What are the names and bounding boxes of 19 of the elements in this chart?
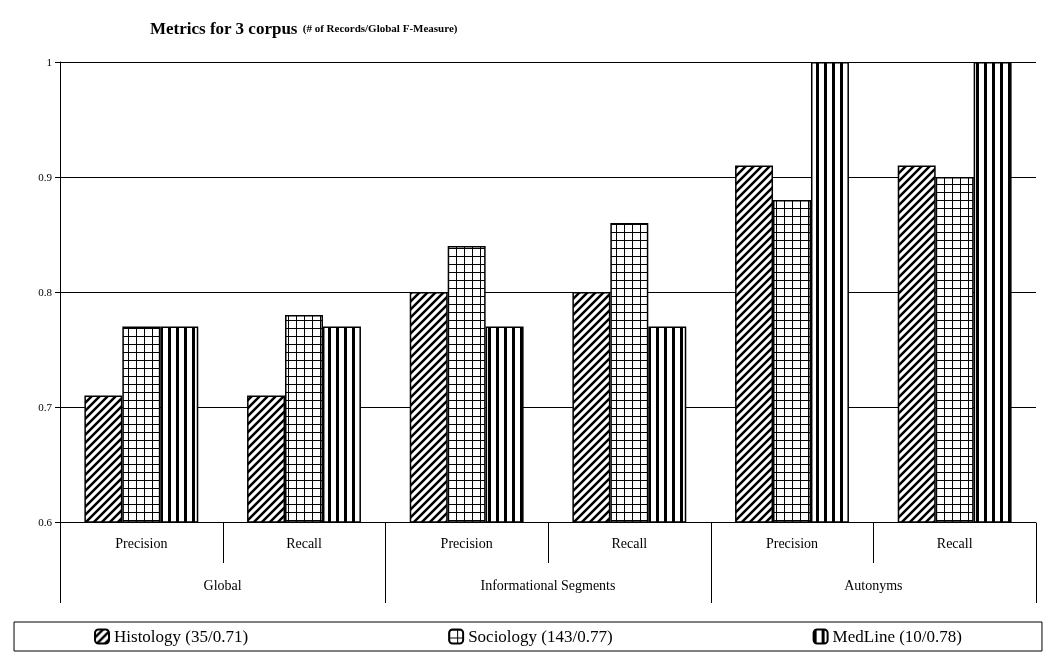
text: Autonyms [844, 577, 903, 593]
y-tick-label: 0.6 [38, 516, 53, 528]
chart-title: Metrics for 3 corpus [150, 18, 298, 38]
x-tick-label: Precision [115, 535, 168, 551]
y-tick-label: 1 [46, 56, 52, 68]
legend-label: Sociology (143/0.77) [468, 627, 613, 646]
x-tick-label: Precision [765, 535, 819, 551]
x-tick-label: Precision [440, 535, 493, 551]
y-tick-label: 0.8 [38, 286, 53, 298]
legend-label: MedLine (10/0.78) [832, 627, 962, 646]
x-tick-label: Recall [936, 535, 973, 551]
text: Global [203, 577, 242, 593]
legend-label: Histology (35/0.71) [114, 627, 249, 646]
text: Informational Segments [480, 577, 616, 593]
chart-subtitle: (# of Records/Global F-Measure) [302, 22, 458, 35]
y-tick-label: 0.9 [38, 171, 53, 183]
x-tick-label: Recall [286, 535, 322, 551]
x-tick-label: Recall [611, 535, 648, 551]
y-tick-label: 0.7 [38, 401, 53, 413]
